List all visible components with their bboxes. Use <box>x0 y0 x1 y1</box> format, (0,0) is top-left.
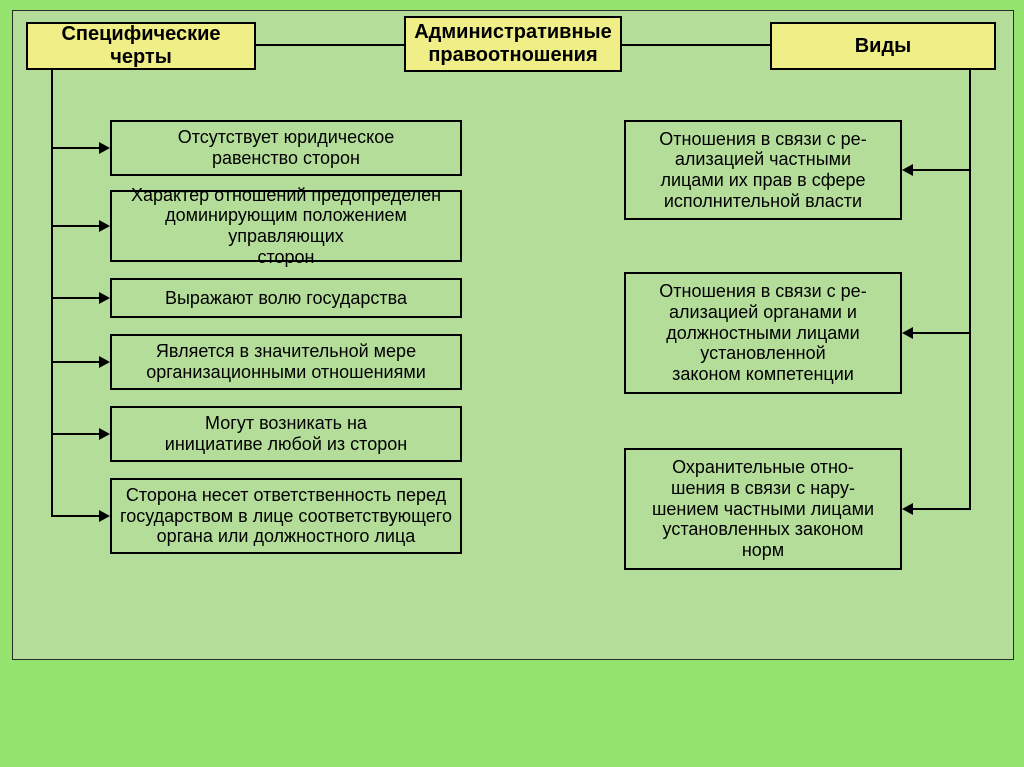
right-item-0: Отношения в связи с ре-ализацией частным… <box>624 120 902 220</box>
left-arrow-1 <box>99 220 110 232</box>
left-branch-5 <box>51 515 99 518</box>
left-item-3: Является в значительной мереорганизацион… <box>110 334 462 390</box>
left-arrow-5 <box>99 510 110 522</box>
right-item-2: Охранительные отно-шения в связи с нару-… <box>624 448 902 570</box>
header-link-left <box>256 44 404 47</box>
right-branch-2 <box>913 508 971 511</box>
right-arrow-1 <box>902 327 913 339</box>
right-arrow-2 <box>902 503 913 515</box>
right-item-1: Отношения в связи с ре-ализацией органам… <box>624 272 902 394</box>
header-right: Виды <box>770 22 996 70</box>
left-branch-3 <box>51 361 99 364</box>
left-item-2: Выражают волю государства <box>110 278 462 318</box>
header-left: Специфические черты <box>26 22 256 70</box>
left-item-0: Отсутствует юридическоеравенство сторон <box>110 120 462 176</box>
left-arrow-3 <box>99 356 110 368</box>
left-item-1: Характер отношений предопределендоминиру… <box>110 190 462 262</box>
right-branch-0 <box>913 169 971 172</box>
left-item-4: Могут возникать наинициативе любой из ст… <box>110 406 462 462</box>
left-arrow-0 <box>99 142 110 154</box>
header-link-right <box>622 44 770 47</box>
left-branch-1 <box>51 225 99 228</box>
left-branch-2 <box>51 297 99 300</box>
left-arrow-2 <box>99 292 110 304</box>
left-branch-0 <box>51 147 99 150</box>
left-item-5: Сторона несет ответственность передгосуд… <box>110 478 462 554</box>
right-arrow-0 <box>902 164 913 176</box>
diagram-stage: Специфические черты Административныеправо… <box>0 0 1024 767</box>
left-arrow-4 <box>99 428 110 440</box>
header-center: Административныеправоотношения <box>404 16 622 72</box>
right-trunk <box>969 70 972 510</box>
right-branch-1 <box>913 332 971 335</box>
left-branch-4 <box>51 433 99 436</box>
left-trunk <box>51 70 54 517</box>
